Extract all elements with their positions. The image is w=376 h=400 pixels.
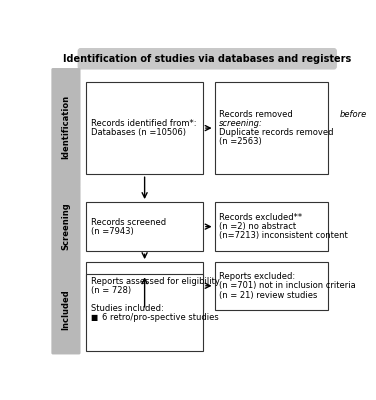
Text: Included: Included [61, 290, 70, 330]
FancyBboxPatch shape [215, 202, 328, 251]
FancyBboxPatch shape [86, 274, 203, 351]
FancyBboxPatch shape [52, 185, 80, 267]
Text: 6 retro/pro-spective studies: 6 retro/pro-spective studies [102, 313, 219, 322]
Text: (n = 21) review studies: (n = 21) review studies [219, 291, 317, 300]
Text: (n =701) not in inclusion criteria: (n =701) not in inclusion criteria [219, 282, 356, 290]
Text: (n =7943): (n =7943) [91, 227, 133, 236]
FancyBboxPatch shape [215, 262, 328, 310]
Text: Identification of studies via databases and registers: Identification of studies via databases … [63, 54, 352, 64]
Text: Studies included:: Studies included: [91, 304, 164, 313]
Text: Records removed: Records removed [219, 110, 295, 119]
FancyBboxPatch shape [86, 202, 203, 251]
Text: Records screened: Records screened [91, 218, 166, 226]
Text: (n=7213) inconsistent content: (n=7213) inconsistent content [219, 231, 348, 240]
FancyBboxPatch shape [52, 68, 80, 186]
Text: Records excluded**: Records excluded** [219, 213, 302, 222]
FancyBboxPatch shape [77, 48, 337, 70]
FancyBboxPatch shape [86, 82, 203, 174]
FancyBboxPatch shape [52, 265, 80, 354]
Text: before: before [339, 110, 367, 119]
Text: Screening: Screening [61, 202, 70, 250]
Text: (n =2) no abstract: (n =2) no abstract [219, 222, 296, 231]
FancyBboxPatch shape [86, 262, 203, 310]
Text: Databases (n =10506): Databases (n =10506) [91, 128, 186, 137]
Text: Identification: Identification [61, 95, 70, 159]
Text: Reports assessed for eligibility: Reports assessed for eligibility [91, 277, 220, 286]
Text: (n =2563): (n =2563) [219, 138, 262, 146]
FancyBboxPatch shape [215, 82, 328, 174]
Text: Reports excluded:: Reports excluded: [219, 272, 295, 281]
Text: Duplicate records removed: Duplicate records removed [219, 128, 334, 137]
Text: Records identified from*:: Records identified from*: [91, 119, 196, 128]
Text: (n = 728): (n = 728) [91, 286, 131, 295]
Text: screening:: screening: [219, 119, 263, 128]
Text: ■: ■ [91, 313, 98, 322]
